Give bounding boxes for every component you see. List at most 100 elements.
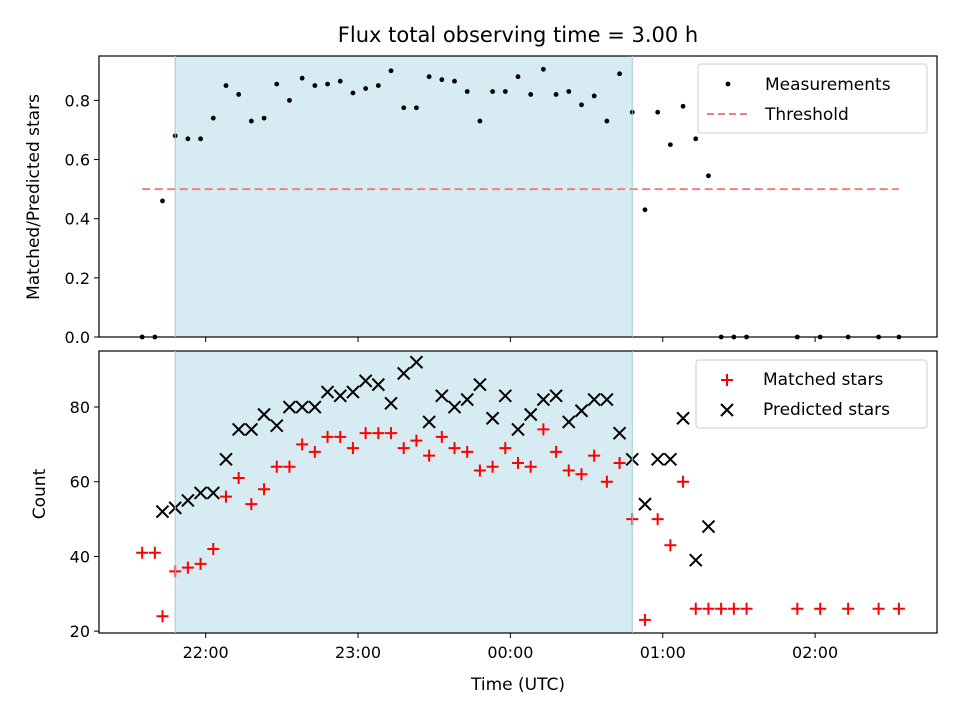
top-legend: Measurements Threshold (697, 63, 928, 134)
matched-stars-point (435, 430, 448, 443)
top-panel: 0.00.20.40.60.8 Matched/Predicted stars … (24, 55, 938, 347)
matched-stars-point (136, 546, 149, 559)
measurements-point (274, 81, 280, 87)
y-tick-label: 40 (70, 547, 90, 566)
matched-stars-point (499, 442, 512, 455)
measurements-point (198, 136, 203, 142)
matched-stars-point (423, 449, 436, 462)
predicted-stars-point (320, 385, 335, 399)
matched-stars-point (385, 427, 398, 440)
predicted-stars-point (612, 426, 627, 440)
matched-stars-point (791, 602, 804, 615)
top-legend-box (697, 63, 928, 134)
measurements-point (350, 90, 356, 96)
measurements-point (502, 89, 508, 94)
matched-stars-point (814, 602, 827, 615)
matched-stars-point (372, 427, 385, 440)
measurements-point (160, 198, 165, 204)
predicted-stars-point (562, 415, 576, 429)
matched-stars-point (397, 442, 410, 455)
measurements-point (414, 105, 419, 111)
matched-stars-point (842, 602, 855, 615)
predicted-stars-point (358, 374, 373, 388)
measurements-point (604, 118, 610, 124)
y-tick-label: 0.8 (65, 91, 90, 110)
predicted-stars-point (333, 389, 347, 403)
matched-stars-point (346, 442, 359, 455)
top-shaded-interval (175, 56, 633, 337)
matched-stars-point (148, 546, 161, 559)
measurements-point (185, 136, 191, 142)
predicted-stars-point (485, 411, 500, 425)
matched-stars-point (308, 445, 321, 458)
matched-stars-point (156, 610, 169, 623)
predicted-stars-point (346, 385, 360, 399)
predicted-stars-point (587, 392, 601, 407)
measurements-point (642, 207, 648, 213)
predicted-stars-point (676, 411, 690, 425)
measurements-point (236, 92, 242, 97)
matched-stars-point (677, 475, 690, 488)
matched-stars-point (550, 445, 563, 458)
measurements-point (299, 75, 305, 81)
measurements-point (210, 115, 216, 121)
measurements-point (617, 71, 622, 77)
measurements-point (248, 118, 254, 124)
matched-stars-point (448, 442, 461, 455)
predicted-stars-point (422, 415, 436, 429)
matched-stars-point (740, 602, 753, 615)
legend-measurements: Measurements (765, 75, 891, 95)
bottom-y-axis: 20 40 60 80 (70, 398, 99, 641)
measurements-point (261, 115, 267, 121)
predicted-stars-point (193, 486, 208, 500)
matched-stars-point (245, 498, 258, 511)
matched-stars-point (689, 602, 702, 615)
x-tick-label: 02:00 (792, 643, 838, 662)
measurements-point (325, 81, 330, 87)
predicted-stars-point (282, 400, 297, 414)
bottom-x-axis: 22:00 23:00 00:00 01:00 02:00 (183, 633, 838, 662)
measurements-point (452, 78, 457, 84)
bottom-marks (136, 355, 905, 626)
predicted-stars-point (384, 396, 398, 410)
matched-stars-point (181, 561, 194, 574)
matched-stars-point (562, 464, 575, 477)
legend-predicted-stars: Predicted stars (763, 400, 890, 420)
predicted-stars-point (511, 422, 525, 437)
matched-stars-point (461, 445, 474, 458)
chart-title: Flux total observing time = 3.00 h (338, 23, 698, 47)
measurements-point (553, 92, 559, 97)
predicted-stars-point (549, 389, 563, 403)
top-x-tickmarks (205, 337, 816, 342)
predicted-stars-point (181, 493, 195, 508)
predicted-stars-point (663, 452, 678, 467)
measurements-point (693, 136, 699, 142)
matched-stars-point (651, 513, 664, 526)
measurements-point (490, 89, 496, 94)
matched-stars-point (296, 438, 309, 451)
predicted-stars-point (638, 497, 652, 511)
predicted-stars-point (536, 392, 551, 407)
matched-legend-marker (721, 374, 733, 386)
matched-stars-point (727, 602, 740, 615)
measurements-point (706, 173, 711, 179)
measurements-point (439, 77, 445, 83)
x-tick-label: 22:00 (183, 643, 229, 662)
predicted-stars-point (574, 404, 589, 418)
bottom-plot-frame (98, 350, 938, 634)
predicted-stars-point (155, 504, 170, 519)
matched-stars-point (258, 483, 271, 496)
matched-stars-point (232, 471, 245, 484)
measurements-point (312, 83, 318, 88)
matched-stars-point (321, 430, 334, 443)
matched-stars-point (702, 602, 715, 615)
predicted-stars-point (231, 422, 246, 437)
measurements-point (464, 89, 470, 94)
predicted-stars-point (244, 422, 259, 437)
matched-stars-point (270, 460, 283, 473)
matched-stars-point (486, 460, 499, 473)
predicted-stars-point (409, 355, 424, 369)
predicted-stars-point (371, 377, 386, 392)
matched-stars-point (359, 427, 372, 440)
matched-stars-point (664, 539, 677, 552)
